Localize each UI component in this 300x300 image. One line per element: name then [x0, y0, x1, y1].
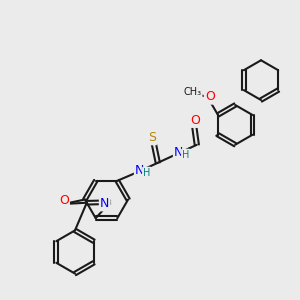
Text: O: O	[59, 194, 69, 207]
Text: H: H	[143, 168, 150, 178]
Text: N: N	[100, 197, 110, 210]
Text: H: H	[182, 150, 189, 160]
Text: N: N	[174, 146, 184, 159]
Text: S: S	[148, 131, 156, 144]
Text: CH₃: CH₃	[183, 87, 202, 98]
Text: O: O	[205, 90, 215, 104]
Text: O: O	[190, 114, 200, 127]
Text: N: N	[135, 164, 145, 177]
